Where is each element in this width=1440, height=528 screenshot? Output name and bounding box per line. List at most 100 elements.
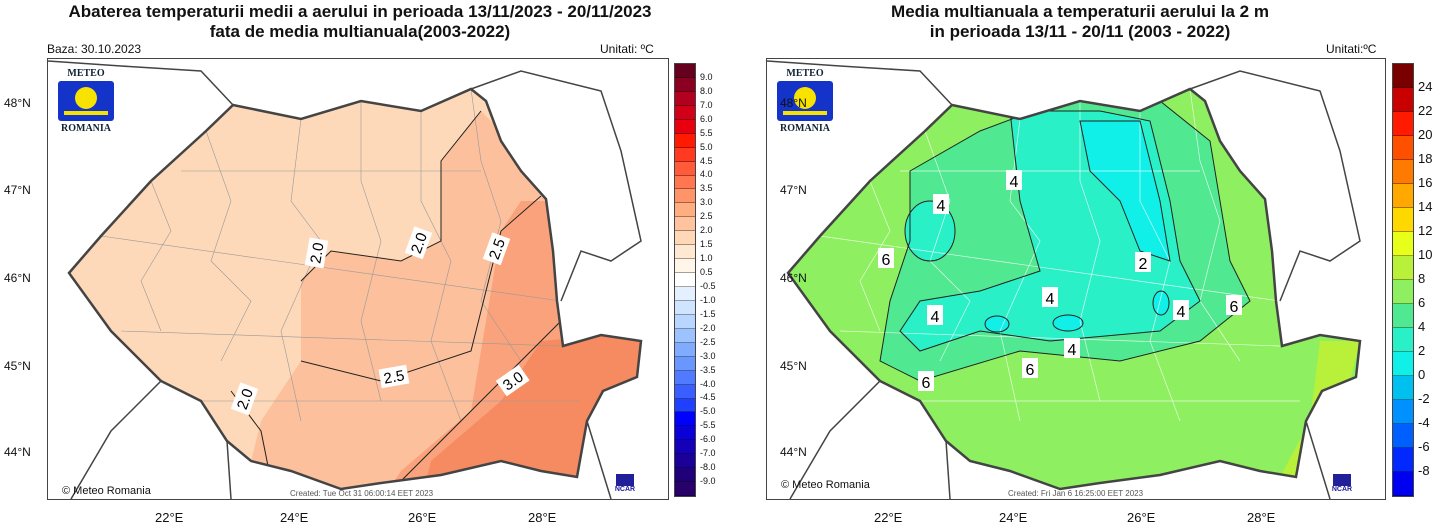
- copyright: © Meteo Romania: [781, 479, 870, 491]
- colorbar-label: -2.5: [700, 336, 716, 347]
- colorbar-swatch: [675, 426, 695, 441]
- colorbar-label: -4.5: [700, 392, 716, 403]
- lon-label: 24°E: [999, 510, 1028, 525]
- colorbar-label: 8: [1418, 271, 1426, 286]
- colorbar-label: 22: [1418, 103, 1433, 118]
- created-timestamp: Created: Tue Oct 31 06:00:14 EET 2023: [290, 489, 434, 498]
- lat-label: 48°N: [4, 96, 31, 110]
- colorbar-swatch: [675, 370, 695, 385]
- colorbar-swatch: [1393, 448, 1413, 472]
- colorbar-swatch: [1393, 64, 1413, 88]
- contour-label: 2.0: [408, 230, 431, 255]
- colorbar-swatch: [675, 161, 695, 176]
- colorbar-swatch: [1393, 160, 1413, 184]
- lat-label: 47°N: [4, 183, 31, 197]
- colorbar-swatch: [675, 189, 695, 204]
- colorbar-swatch: [675, 245, 695, 260]
- colorbar-swatch: [675, 314, 695, 329]
- colorbar-label: -3.5: [700, 364, 716, 375]
- colorbar-swatch: [675, 482, 695, 497]
- contour-label: 2.0: [234, 386, 257, 411]
- colorbar-label: 1.0: [700, 253, 713, 264]
- colorbar-label: 4.5: [700, 155, 713, 166]
- colorbar-label: -2: [1418, 391, 1430, 406]
- colorbar-label: 4.0: [700, 169, 713, 180]
- colorbar-swatch: [675, 175, 695, 190]
- colorbar-label: -2.0: [700, 322, 716, 333]
- colorbar-label: 5.5: [700, 127, 713, 138]
- units-label: Unitati:ºC: [1326, 42, 1377, 56]
- colorbar-label: 1.5: [700, 239, 713, 250]
- colorbar-swatch: [675, 91, 695, 106]
- colorbar-swatch: [1393, 232, 1413, 256]
- colorbar-label: 18: [1418, 151, 1433, 166]
- colorbar-label: -6.0: [700, 434, 716, 445]
- lon-label: 22°E: [155, 510, 184, 525]
- colorbar-swatch: [1393, 352, 1413, 376]
- contour-label: 4: [834, 304, 843, 321]
- contour-label: 2.5: [486, 236, 509, 261]
- colorbar-label: -7.0: [700, 448, 716, 459]
- colorbar-label: 8.0: [700, 85, 713, 96]
- colorbar-label: -5.5: [700, 420, 716, 431]
- colorbar-swatch: [675, 300, 695, 315]
- contour-label: 4: [1068, 342, 1077, 359]
- created-timestamp: Created: Fri Jan 6 16:25:00 EET 2023: [1008, 489, 1144, 498]
- contour-label: 4: [1010, 174, 1019, 191]
- lat-label: 47°N: [780, 183, 807, 197]
- colorbar-swatch: [675, 440, 695, 455]
- colorbar-label: 9.0: [700, 71, 713, 82]
- contour-label: 4: [931, 309, 940, 326]
- colorbar-swatch: [1393, 376, 1413, 400]
- lat-label: 46°N: [780, 271, 807, 285]
- colorbar-swatch: [675, 356, 695, 371]
- colorbar-swatch: [675, 105, 695, 120]
- units-label: Unitati: ºC: [600, 42, 654, 56]
- copyright: © Meteo Romania: [62, 485, 151, 497]
- climatology-map[interactable]: 4 4 6 2 4 4 4 4 6 4 6 6: [766, 58, 1386, 500]
- colorbar-label: 6.0: [700, 113, 713, 124]
- colorbar-label: -8.0: [700, 462, 716, 473]
- contour-label: 2.5: [382, 367, 405, 387]
- colorbar-label: 2.0: [700, 225, 713, 236]
- lat-label: 48°N: [780, 96, 807, 110]
- climatology-map-panel: Media multianuala a temperaturii aerului…: [720, 0, 1440, 528]
- colorbar-label: 14: [1418, 199, 1433, 214]
- contour-label: 4: [1046, 291, 1055, 308]
- colorbar-swatch: [675, 342, 695, 357]
- colorbar-label: 5.0: [700, 141, 713, 152]
- colorbar-swatch: [1393, 208, 1413, 232]
- colorbar-swatch: [675, 328, 695, 343]
- colorbar-label: 0: [1418, 367, 1426, 382]
- colorbar-swatch: [675, 398, 695, 413]
- lon-label: 28°E: [528, 510, 557, 525]
- colorbar-label: -4.0: [700, 378, 716, 389]
- anomaly-map[interactable]: 2.0 2.0 2.5 2.5 3.0 2.0: [47, 58, 669, 500]
- lat-label: 44°N: [4, 445, 31, 459]
- colorbar-swatch: [1393, 304, 1413, 328]
- colorbar-label: -3.0: [700, 350, 716, 361]
- colorbar-swatch: [675, 147, 695, 162]
- lon-label: 24°E: [280, 510, 309, 525]
- colorbar-swatch: [675, 77, 695, 92]
- colorbar-label: -1.5: [700, 308, 716, 319]
- lon-label: 28°E: [1247, 510, 1276, 525]
- lat-label: 44°N: [780, 445, 807, 459]
- contour-label: 4: [937, 198, 946, 215]
- colorbar-swatch: [675, 217, 695, 232]
- anomaly-colorbar: [674, 63, 696, 497]
- colorbar-swatch: [675, 203, 695, 218]
- meteo-romania-logo: METEO ROMANIA: [56, 68, 116, 134]
- colorbar-swatch: [1393, 88, 1413, 112]
- colorbar-label: 6: [1418, 295, 1426, 310]
- colorbar-label: 20: [1418, 127, 1433, 142]
- colorbar-label: -0.5: [700, 280, 716, 291]
- colorbar-swatch: [1393, 472, 1413, 496]
- colorbar-swatch: [1393, 424, 1413, 448]
- colorbar-label: 10: [1418, 247, 1433, 262]
- colorbar-label: 12: [1418, 223, 1433, 238]
- colorbar-label: -8: [1418, 463, 1430, 478]
- contour-label: 6: [1230, 299, 1239, 316]
- lat-label: 46°N: [4, 271, 31, 285]
- colorbar-swatch: [1393, 328, 1413, 352]
